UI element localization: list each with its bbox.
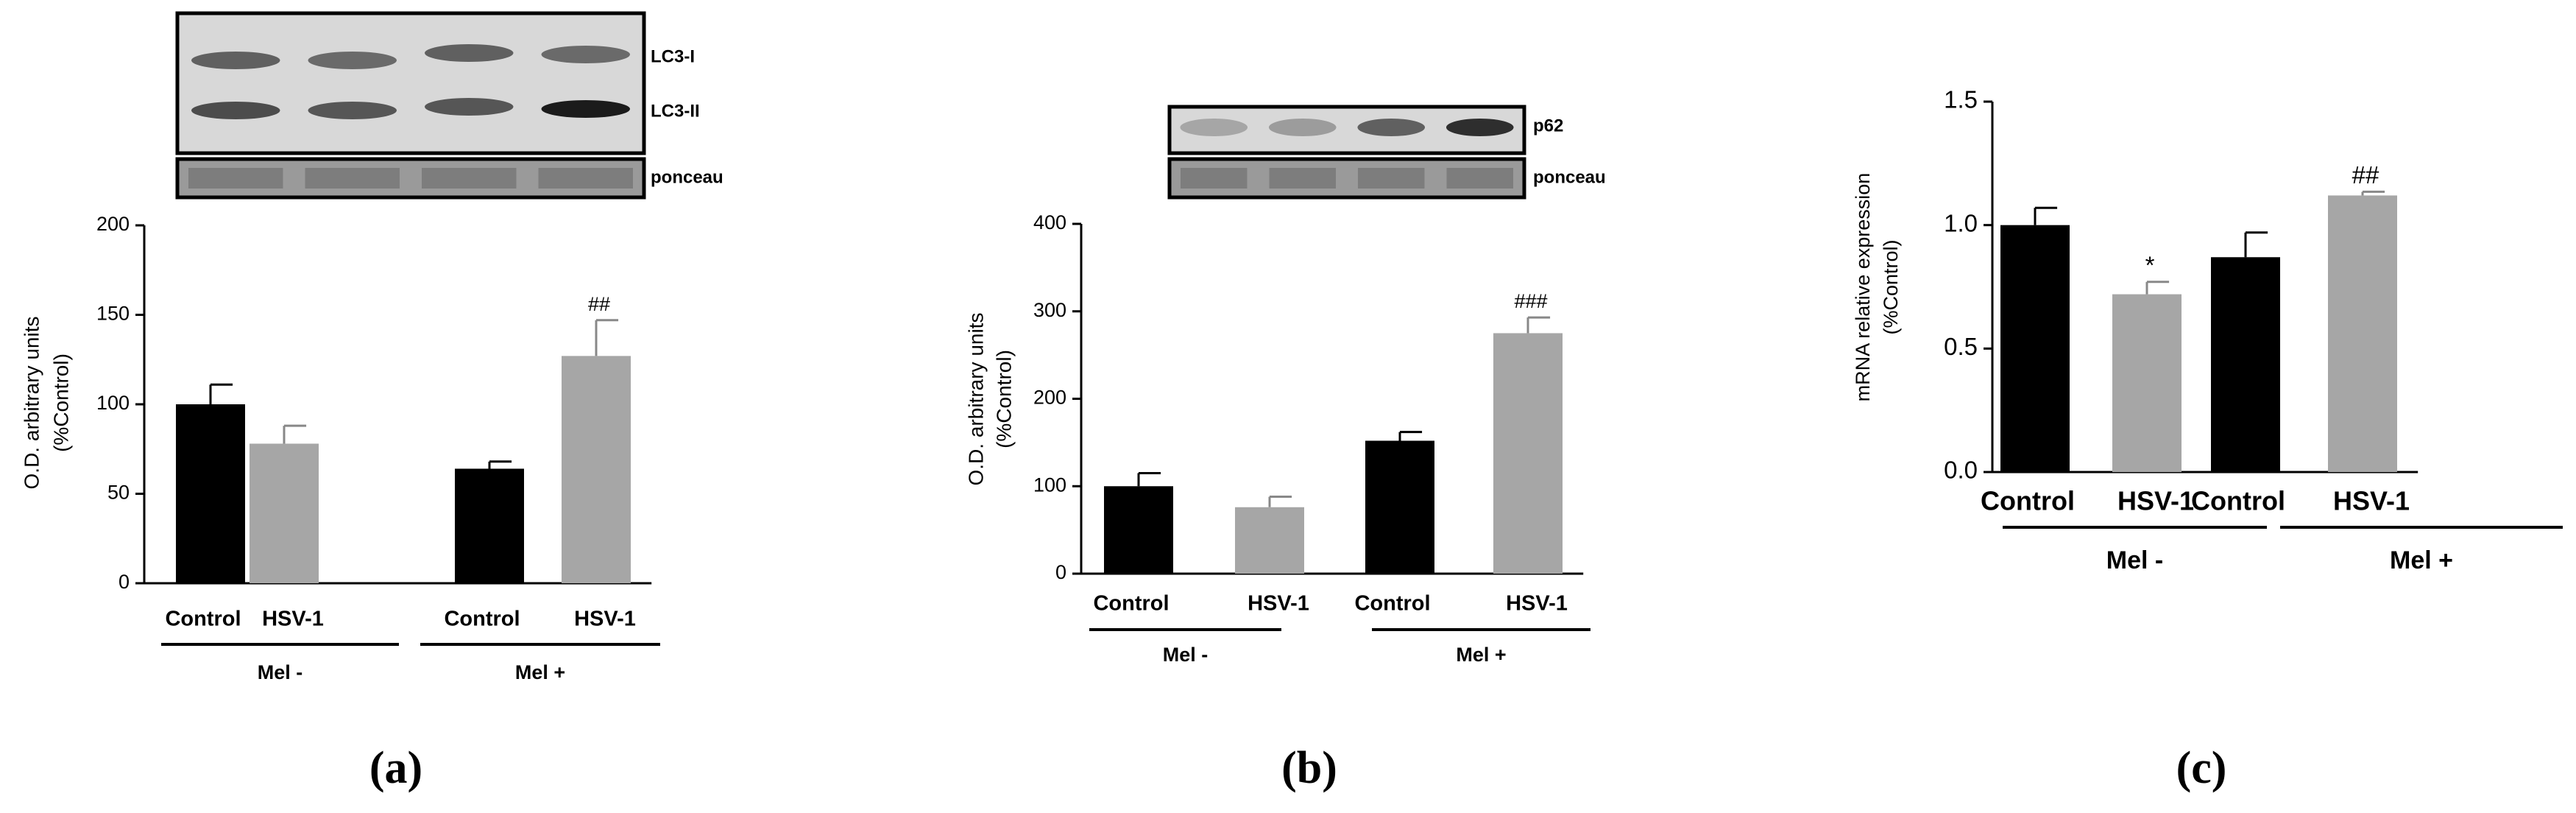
x-tick-label: HSV-1 bbox=[1506, 592, 1568, 616]
bar bbox=[2000, 225, 2070, 472]
group-label: Mel - bbox=[258, 661, 303, 683]
y-axis-label: (%Control) bbox=[992, 350, 1015, 448]
y-axis-label: O.D. arbitrary units bbox=[20, 317, 43, 490]
x-tick-label: HSV-1 bbox=[2333, 486, 2410, 516]
bar bbox=[455, 468, 524, 583]
y-tick-label: 50 bbox=[107, 482, 130, 504]
significance-label: * bbox=[2145, 252, 2155, 279]
y-tick-label: 0 bbox=[1055, 561, 1066, 583]
ponceau-band bbox=[538, 168, 633, 189]
y-tick-label: 100 bbox=[96, 392, 130, 414]
y-axis-label: (%Control) bbox=[49, 353, 72, 452]
bar bbox=[562, 356, 631, 583]
panel-label: (a) bbox=[369, 743, 422, 793]
blot-band bbox=[308, 102, 397, 119]
y-tick-label: 150 bbox=[96, 303, 130, 325]
panel-label: (b) bbox=[1281, 743, 1337, 793]
blot-band bbox=[308, 52, 397, 69]
blot-label: LC3-I bbox=[651, 46, 695, 66]
y-axis-label: O.D. arbitrary units bbox=[964, 313, 987, 486]
bar bbox=[1235, 507, 1304, 574]
group-label: Mel + bbox=[2390, 546, 2453, 574]
panel-label: (c) bbox=[2176, 743, 2227, 793]
group-label: Mel + bbox=[515, 661, 565, 683]
y-tick-label: 200 bbox=[96, 213, 130, 235]
bar bbox=[176, 404, 245, 583]
blot-image bbox=[175, 11, 646, 155]
chart-panel: p62 ponceau 0 100 200 300 400 O.D. arbitrary un… bbox=[964, 105, 1606, 793]
bar bbox=[250, 443, 319, 583]
x-tick-label: Control bbox=[1354, 592, 1430, 616]
y-tick-label: 200 bbox=[1033, 387, 1066, 409]
y-tick-label: 0.5 bbox=[1944, 333, 1978, 360]
loading-label: ponceau bbox=[651, 167, 723, 187]
blot-band bbox=[425, 98, 514, 116]
loading-label: ponceau bbox=[1533, 167, 1606, 187]
chart-panel: LC3-I LC3-II ponceau 0 50 100 150 200 O.D. arbit… bbox=[20, 11, 723, 793]
y-tick-label: 1.5 bbox=[1944, 86, 1978, 113]
y-tick-label: 1.0 bbox=[1944, 209, 1978, 236]
x-tick-label: HSV-1 bbox=[574, 608, 636, 631]
ponceau-band bbox=[1446, 168, 1513, 189]
x-tick-label: Control bbox=[165, 608, 241, 631]
group-label: Mel + bbox=[1456, 644, 1506, 666]
ponceau-band bbox=[1358, 168, 1425, 189]
blot-band bbox=[541, 100, 630, 118]
y-tick-label: 400 bbox=[1033, 211, 1066, 233]
x-tick-label: Control bbox=[2191, 486, 2285, 516]
significance-label: ## bbox=[2352, 161, 2379, 189]
x-tick-label: HSV-1 bbox=[2117, 486, 2194, 516]
x-tick-label: Control bbox=[1093, 592, 1169, 616]
y-tick-label: 0 bbox=[118, 571, 130, 593]
y-axis-label: mRNA relative expression bbox=[1852, 173, 1874, 402]
ponceau-band bbox=[422, 168, 517, 189]
x-tick-label: Control bbox=[1981, 486, 2075, 516]
group-label: Mel - bbox=[2106, 546, 2163, 574]
ponceau-band bbox=[188, 168, 283, 189]
blot-band bbox=[1357, 119, 1426, 136]
y-tick-label: 300 bbox=[1033, 299, 1066, 321]
x-tick-label: HSV-1 bbox=[262, 608, 324, 631]
significance-label: ### bbox=[1514, 290, 1547, 312]
blot-band bbox=[1268, 119, 1337, 136]
bar bbox=[1365, 440, 1434, 574]
bar bbox=[2211, 257, 2280, 472]
bar bbox=[2328, 195, 2397, 472]
group-label: Mel - bbox=[1163, 644, 1209, 666]
blot-band bbox=[541, 46, 630, 63]
blot-band bbox=[191, 52, 280, 69]
ponceau-band bbox=[1181, 168, 1248, 189]
blot-band bbox=[1180, 119, 1248, 136]
bar bbox=[1104, 486, 1173, 574]
blot-band bbox=[1446, 119, 1514, 136]
ponceau-band bbox=[305, 168, 400, 189]
chart-panel: 0.0 0.5 1.0 1.5 mRNA relative expression (%Co… bbox=[1852, 86, 2563, 793]
blot-band bbox=[425, 44, 514, 62]
y-tick-label: 0.0 bbox=[1944, 457, 1978, 484]
blot-label: p62 bbox=[1533, 116, 1563, 136]
y-axis-label: (%Control) bbox=[1880, 239, 1902, 334]
x-tick-label: Control bbox=[444, 608, 520, 631]
blot-band bbox=[191, 102, 280, 119]
ponceau-band bbox=[1269, 168, 1336, 189]
bar bbox=[1493, 333, 1563, 574]
x-tick-label: HSV-1 bbox=[1248, 592, 1309, 616]
significance-label: ## bbox=[588, 293, 610, 315]
blot-label: LC3-II bbox=[651, 101, 700, 121]
bar bbox=[2112, 294, 2182, 472]
y-tick-label: 100 bbox=[1033, 474, 1066, 496]
